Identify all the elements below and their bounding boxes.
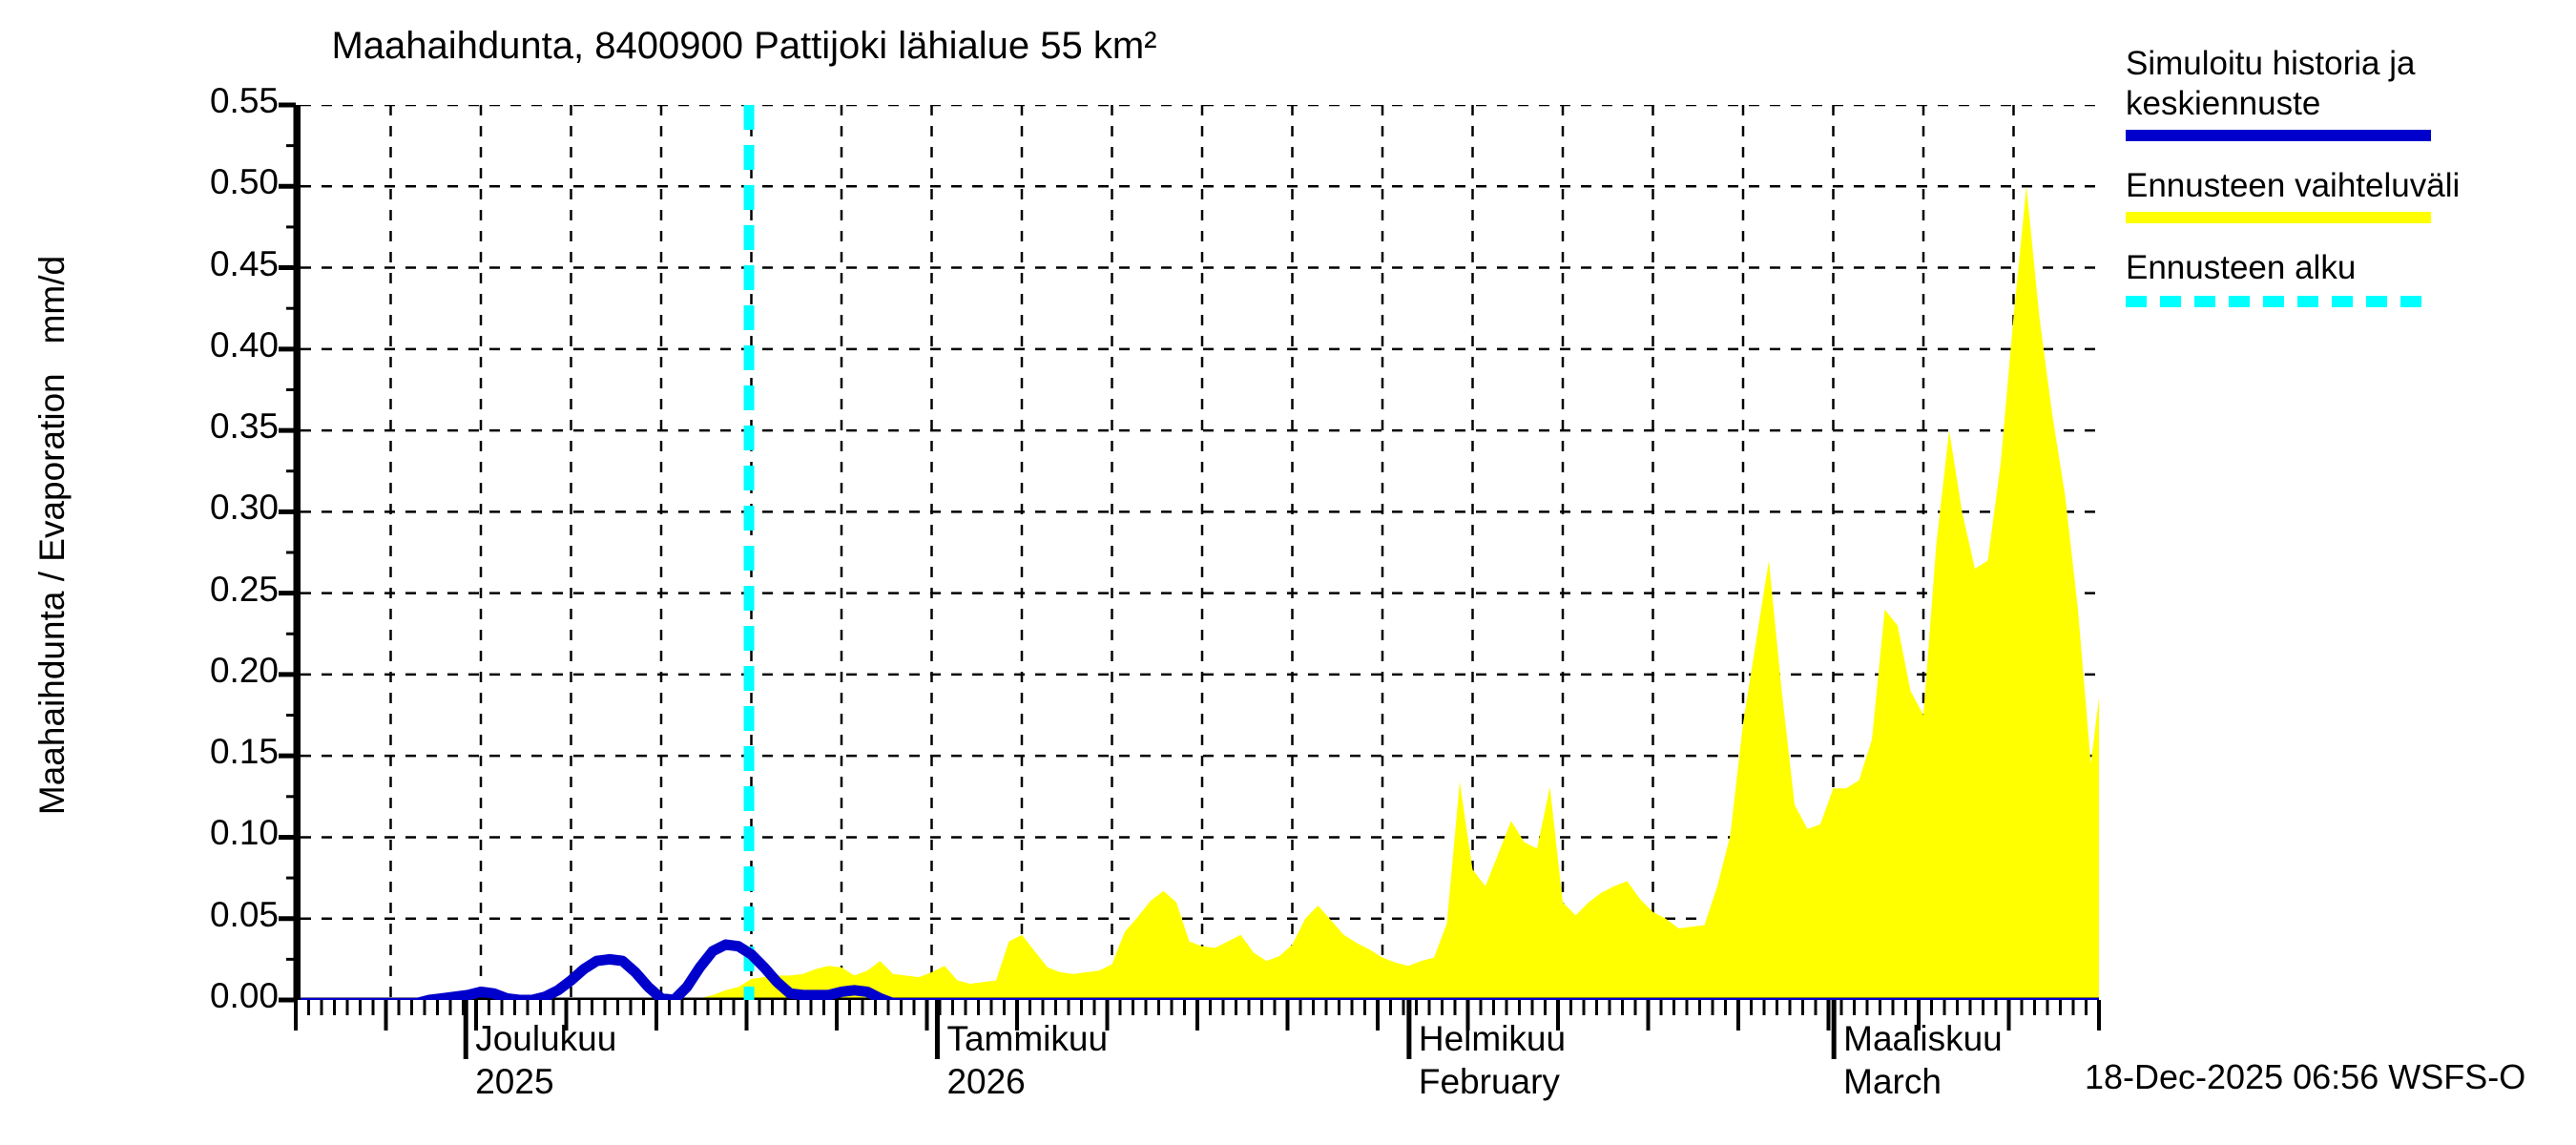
legend-swatch-forecast-range [2126, 212, 2431, 223]
x-month-label-en: February [1418, 1062, 1560, 1101]
x-month-label-en: 2025 [475, 1062, 554, 1101]
y-tick-label: 0.05 [209, 894, 279, 934]
y-tick-label: 0.50 [209, 162, 279, 202]
y-tick-label: 0.40 [209, 324, 279, 364]
x-month-label-en: March [1843, 1062, 1942, 1101]
legend-label: Ennusteen alku [2126, 249, 2357, 286]
y-tick-label: 0.10 [209, 813, 279, 853]
chart-title: Maahaihdunta, 8400900 Pattijoki lähialue… [331, 25, 1157, 67]
x-month-label-fi: Maaliskuu [1843, 1019, 2003, 1058]
legend-label: Simuloitu historia ja keskiennuste [2126, 45, 2416, 122]
x-month-label: Helmikuu February [1419, 1017, 1566, 1103]
x-month-label: Maaliskuu March [1843, 1017, 2003, 1103]
y-tick-label: 0.25 [209, 569, 279, 609]
legend-label: Ennusteen vaihteluväli [2126, 167, 2461, 204]
legend-swatch-simulated-history [2126, 130, 2431, 141]
y-tick-label: 0.15 [209, 732, 279, 772]
legend-swatch-forecast-start [2126, 296, 2431, 307]
y-tick-label: 0.45 [209, 243, 279, 283]
x-month-label: Tammikuu 2026 [946, 1017, 1108, 1103]
x-month-label-fi: Joulukuu [475, 1019, 617, 1058]
x-month-label: Joulukuu 2025 [475, 1017, 616, 1103]
plot-inner [301, 105, 2099, 1000]
footer-timestamp: 18-Dec-2025 06:56 WSFS-O [2085, 1057, 2526, 1096]
x-month-label-en: 2026 [946, 1062, 1026, 1101]
y-tick-label: 0.00 [209, 976, 279, 1015]
x-month-label-fi: Tammikuu [946, 1019, 1109, 1058]
y-tick-label: 0.20 [209, 650, 279, 690]
gridlines [301, 105, 2099, 1000]
y-tick-label: 0.55 [209, 81, 279, 120]
data-layer [301, 105, 2099, 1000]
y-tick-label: 0.35 [209, 406, 279, 447]
x-month-label-fi: Helmikuu [1418, 1019, 1567, 1058]
y-tick-label: 0.30 [209, 488, 279, 528]
legend: Simuloitu historia ja keskiennuste Ennust… [2126, 44, 2576, 307]
